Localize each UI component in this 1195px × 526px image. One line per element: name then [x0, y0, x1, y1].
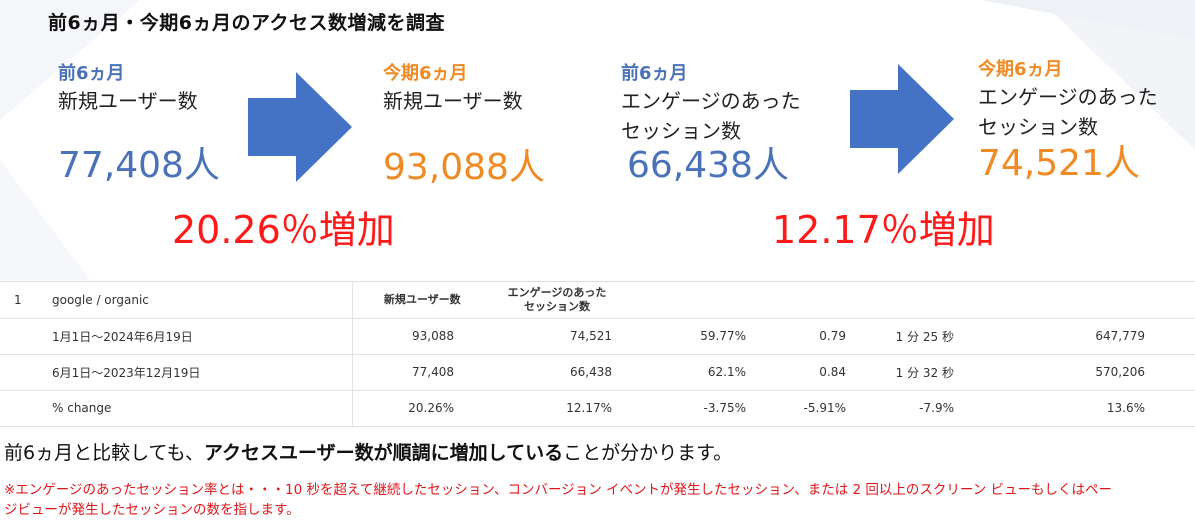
cell-sessions-per-user: 0.84 — [752, 354, 852, 391]
table-header-row: 1 google / organic 新規ユーザー数 エンゲージのあった セッシ… — [0, 282, 1195, 319]
cell-avg-engagement-time-change: -7.9% — [852, 390, 982, 427]
cell-new-users: 77,408 — [352, 354, 492, 391]
col-header-engaged-sessions-line2: セッション数 — [524, 299, 590, 313]
prev-users-label: 新規ユーザー数 — [58, 89, 198, 113]
empty-header-cell — [982, 282, 1195, 319]
table-row: 1月1日～2024年6月19日 93,088 74,521 59.77% 0.7… — [0, 318, 1195, 355]
empty-header-cell — [852, 282, 982, 319]
curr-users-label: 新規ユーザー数 — [383, 89, 523, 113]
cell-engagement-rate: 59.77% — [622, 318, 752, 355]
cell-sessions-per-user: 0.79 — [752, 318, 852, 355]
cell-event-count: 647,779 — [982, 318, 1195, 355]
table-row: % change 20.26% 12.17% -3.75% -5.91% -7.… — [0, 390, 1195, 427]
prev-users-metric: 前6ヵ月 新規ユーザー数 77,408人 — [58, 62, 248, 192]
analytics-table: 1 google / organic 新規ユーザー数 エンゲージのあった セッシ… — [0, 281, 1195, 427]
conclusion-text: 前6ヵ月と比較しても、アクセスユーザー数が順調に増加していることが分かります。 — [4, 438, 732, 465]
prev-sessions-label-line2: セッション数 — [621, 119, 741, 143]
cell-engagement-rate: 62.1% — [622, 354, 752, 391]
table-row: 6月1日～2023年12月19日 77,408 66,438 62.1% 0.8… — [0, 354, 1195, 391]
curr-users-metric: 今期6ヵ月 新規ユーザー数 93,088人 — [383, 62, 583, 192]
row-index: 1 — [0, 282, 52, 319]
cell-sessions-per-user-change: -5.91% — [752, 390, 852, 427]
footnote: ※エンゲージのあったセッション率とは・・・10 秒を超えて継続したセッション、コ… — [4, 482, 1113, 518]
cell-avg-engagement-time: 1 分 32 秒 — [852, 354, 982, 391]
curr-sessions-label-line2: セッション数 — [978, 115, 1098, 139]
empty-header-cell — [752, 282, 852, 319]
col-header-new-users[interactable]: 新規ユーザー数 — [352, 282, 492, 319]
curr-sessions-period: 今期6ヵ月 — [978, 59, 1063, 80]
prev-sessions-period: 前6ヵ月 — [621, 63, 688, 84]
cell-new-users: 93,088 — [352, 318, 492, 355]
conclusion-bold: アクセスユーザー数が順調に増加している — [204, 442, 564, 464]
row-change-label: % change — [52, 390, 353, 427]
curr-sessions-metric: 今期6ヵ月 エンゲージのあった セッション数 74,521人 — [978, 58, 1193, 188]
users-increase: 20.26％増加 — [172, 208, 395, 252]
cell-event-count: 570,206 — [982, 354, 1195, 391]
cell-engaged-sessions-change: 12.17% — [492, 390, 622, 427]
cell-engaged-sessions: 66,438 — [492, 354, 622, 391]
page-title: 前6ヵ月・今期6ヵ月のアクセス数増減を調査 — [48, 12, 445, 34]
prev-users-value: 77,408人 — [58, 145, 220, 186]
cell-avg-engagement-time: 1 分 25 秒 — [852, 318, 982, 355]
curr-users-value: 93,088人 — [383, 147, 545, 188]
col-header-engaged-sessions-line1: エンゲージのあった — [507, 285, 607, 299]
row-date-range: 6月1日～2023年12月19日 — [52, 354, 353, 391]
sessions-increase: 12.17％増加 — [772, 208, 995, 252]
prev-sessions-label-line1: エンゲージのあった — [621, 89, 801, 113]
curr-users-period: 今期6ヵ月 — [383, 63, 468, 84]
conclusion-part2: ことが分かります。 — [563, 442, 733, 464]
arrow-right-icon — [248, 72, 352, 182]
cell-new-users-change: 20.26% — [352, 390, 492, 427]
cell-event-count-change: 13.6% — [982, 390, 1195, 427]
empty-header-cell — [622, 282, 752, 319]
row-date-range: 1月1日～2024年6月19日 — [52, 318, 353, 355]
conclusion-part1: 前6ヵ月と比較しても、 — [4, 442, 204, 464]
prev-sessions-metric: 前6ヵ月 エンゲージのあった セッション数 66,438人 — [621, 62, 841, 192]
col-header-engaged-sessions[interactable]: エンゲージのあった セッション数 — [492, 282, 622, 319]
curr-sessions-label-line1: エンゲージのあった — [978, 85, 1158, 109]
arrow-right-icon — [850, 64, 954, 174]
prev-sessions-value: 66,438人 — [627, 145, 789, 186]
cell-engagement-rate-change: -3.75% — [622, 390, 752, 427]
curr-sessions-value: 74,521人 — [978, 143, 1140, 184]
cell-engaged-sessions: 74,521 — [492, 318, 622, 355]
prev-users-period: 前6ヵ月 — [58, 63, 125, 84]
source-medium-cell[interactable]: google / organic — [52, 282, 353, 319]
